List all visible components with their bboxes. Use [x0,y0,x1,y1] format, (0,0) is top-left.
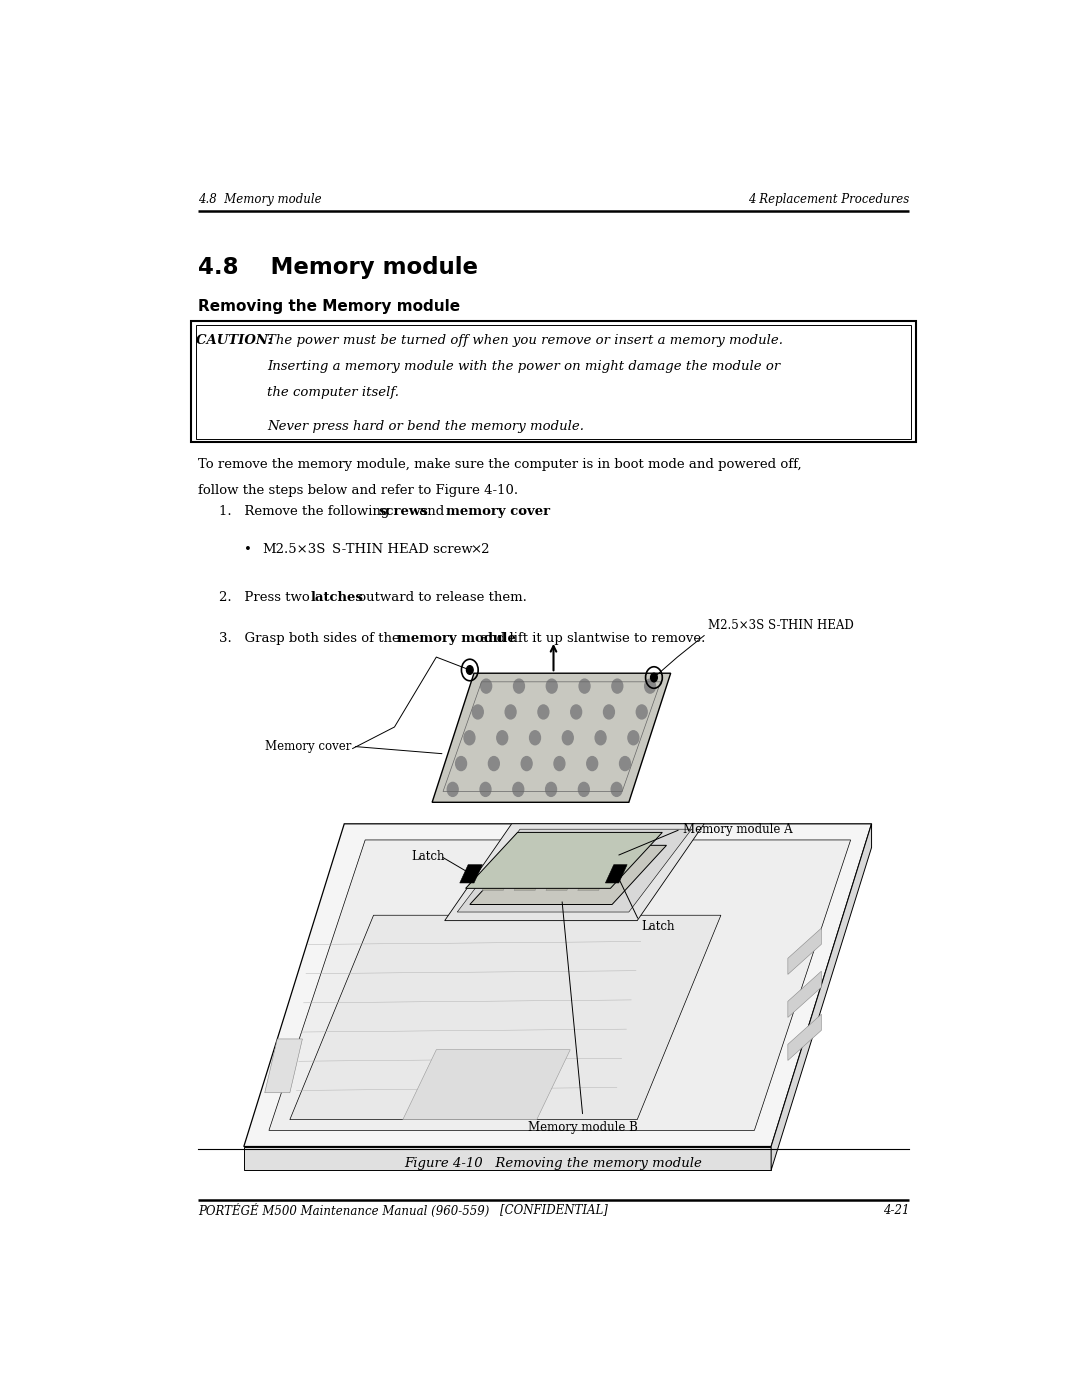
Text: 2.   Press two: 2. Press two [218,591,313,605]
Text: ×2: ×2 [470,543,489,556]
Circle shape [447,782,458,796]
Polygon shape [470,845,666,904]
Circle shape [456,757,467,771]
Text: follow the steps below and refer to Figure 4-10.: follow the steps below and refer to Figu… [198,483,518,497]
Text: To remove the memory module, make sure the computer is in boot mode and powered : To remove the memory module, make sure t… [198,458,801,471]
Circle shape [636,705,647,719]
Circle shape [620,757,631,771]
Text: memory cover: memory cover [446,506,550,518]
Polygon shape [244,1147,771,1171]
Text: Removing the Memory module: Removing the Memory module [198,299,460,314]
Text: 4.8    Memory module: 4.8 Memory module [198,256,477,279]
Text: Never press hard or bend the memory module.: Never press hard or bend the memory modu… [267,419,584,433]
Text: •: • [244,543,252,556]
Polygon shape [269,840,851,1130]
Circle shape [464,731,475,745]
Text: screws: screws [378,506,428,518]
Polygon shape [445,824,704,921]
Polygon shape [265,1039,302,1092]
Text: M2.5×3S S-THIN HEAD: M2.5×3S S-THIN HEAD [708,619,854,633]
Text: S-THIN HEAD screw: S-THIN HEAD screw [332,543,472,556]
Polygon shape [457,830,691,912]
Text: Memory cover: Memory cover [265,740,351,753]
Polygon shape [432,673,671,802]
Circle shape [579,782,590,796]
Circle shape [586,757,597,771]
Circle shape [529,731,540,745]
Circle shape [545,782,556,796]
Circle shape [627,731,638,745]
Polygon shape [771,824,872,1171]
Text: latches: latches [311,591,364,605]
FancyBboxPatch shape [197,324,910,439]
Circle shape [546,679,557,693]
Text: PORTÉGÉ M500 Maintenance Manual (960-559): PORTÉGÉ M500 Maintenance Manual (960-559… [198,1204,489,1218]
Polygon shape [460,865,483,883]
Text: M2.5×3S: M2.5×3S [262,543,325,556]
Circle shape [513,679,525,693]
Circle shape [538,705,549,719]
Circle shape [611,782,622,796]
Text: 1.   Remove the following: 1. Remove the following [218,506,393,518]
Text: and: and [415,506,448,518]
Polygon shape [606,865,627,883]
Text: and lift it up slantwise to remove.: and lift it up slantwise to remove. [476,633,705,645]
Polygon shape [578,866,607,890]
Polygon shape [244,824,872,1147]
Circle shape [650,673,658,682]
Circle shape [467,666,473,675]
Circle shape [480,782,491,796]
Polygon shape [514,866,543,890]
Polygon shape [546,866,576,890]
Text: memory module: memory module [396,633,515,645]
Polygon shape [788,928,821,975]
Circle shape [497,731,508,745]
Circle shape [604,705,615,719]
Text: The power must be turned off when you remove or insert a memory module.: The power must be turned off when you re… [267,334,783,348]
Circle shape [481,679,491,693]
Text: 4-21: 4-21 [882,1204,909,1217]
Circle shape [488,757,499,771]
Text: Inserting a memory module with the power on might damage the module or: Inserting a memory module with the power… [267,360,781,373]
Circle shape [522,757,532,771]
Circle shape [579,679,590,693]
Circle shape [505,705,516,719]
Polygon shape [483,866,512,890]
Text: 4 Replacement Procedures: 4 Replacement Procedures [748,193,909,207]
Polygon shape [289,915,721,1119]
FancyBboxPatch shape [191,321,916,441]
Text: [CONFIDENTIAL]: [CONFIDENTIAL] [500,1204,607,1217]
Circle shape [472,705,483,719]
Text: Latch: Latch [642,919,675,933]
Polygon shape [788,971,821,1017]
Circle shape [563,731,573,745]
Text: the computer itself.: the computer itself. [267,386,400,400]
Text: Figure 4-10   Removing the memory module: Figure 4-10 Removing the memory module [405,1157,702,1171]
Polygon shape [403,1049,570,1119]
Text: 3.   Grasp both sides of the: 3. Grasp both sides of the [218,633,404,645]
Text: Memory module B: Memory module B [528,1120,638,1133]
Circle shape [595,731,606,745]
Text: CAUTION:: CAUTION: [197,334,282,348]
Circle shape [554,757,565,771]
Text: outward to release them.: outward to release them. [353,591,527,605]
Circle shape [513,782,524,796]
Polygon shape [788,1014,821,1060]
Text: Memory module A: Memory module A [684,823,793,835]
Circle shape [612,679,623,693]
Text: 4.8  Memory module: 4.8 Memory module [198,193,322,207]
Text: .: . [519,506,524,518]
Text: Latch: Latch [411,849,445,862]
Circle shape [570,705,582,719]
Polygon shape [465,833,662,888]
Circle shape [645,679,656,693]
